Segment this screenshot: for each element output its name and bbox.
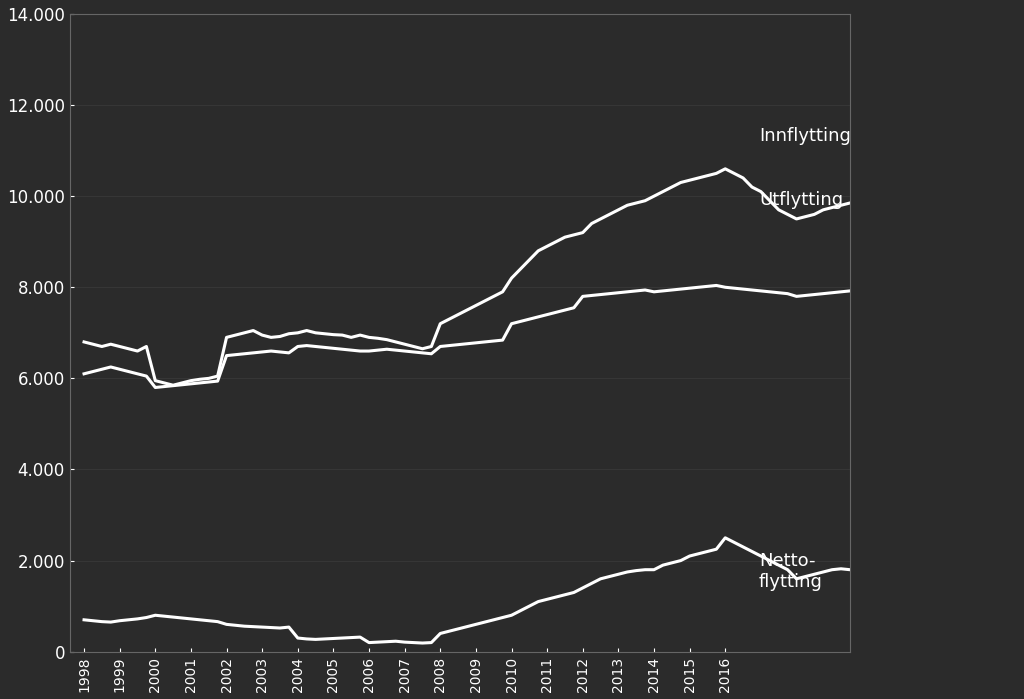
Text: Innflytting: Innflytting: [759, 127, 851, 145]
Text: Netto-
flytting: Netto- flytting: [759, 552, 823, 591]
Text: Utflytting: Utflytting: [759, 191, 843, 209]
